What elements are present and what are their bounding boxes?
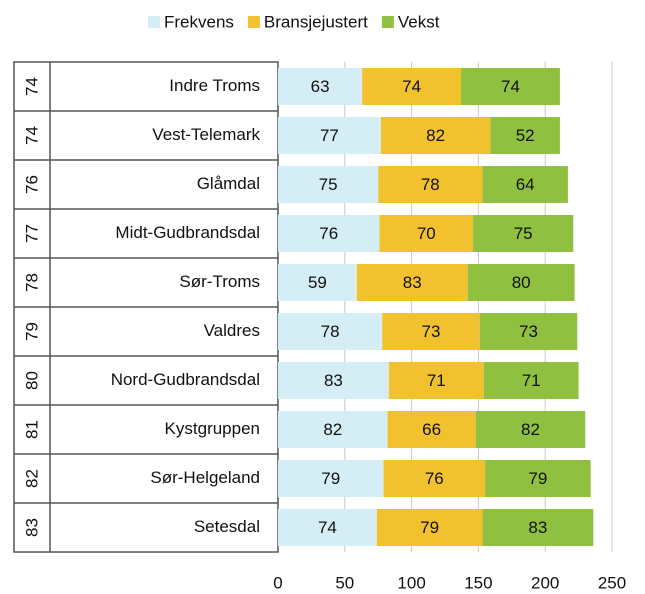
value-label: 83 — [324, 371, 343, 390]
legend-label: Vekst — [398, 12, 440, 31]
rank-label: 78 — [22, 273, 41, 292]
value-label: 77 — [320, 126, 339, 145]
bar-segment — [475, 411, 586, 448]
value-label: 79 — [528, 469, 547, 488]
category-label: Kystgruppen — [165, 419, 260, 438]
category-label: Midt-Gudbrandsdal — [115, 223, 260, 242]
rank-label: 80 — [22, 371, 41, 390]
value-label: 74 — [402, 77, 421, 96]
bar-segment — [278, 68, 363, 105]
rank-label: 82 — [22, 469, 41, 488]
value-label: 78 — [321, 322, 340, 341]
category-label: Setesdal — [194, 517, 260, 536]
value-label: 78 — [421, 175, 440, 194]
bar-segment — [482, 509, 594, 546]
category-label: Glåmdal — [197, 174, 260, 193]
value-label: 75 — [319, 175, 338, 194]
legend-label: Bransjejustert — [264, 12, 368, 31]
rank-label: 74 — [22, 126, 41, 145]
value-label: 74 — [318, 518, 337, 537]
bar-segment — [387, 411, 476, 448]
value-label: 64 — [516, 175, 535, 194]
bar-segment — [278, 264, 357, 301]
value-label: 70 — [417, 224, 436, 243]
value-label: 79 — [420, 518, 439, 537]
legend-swatch — [148, 16, 160, 28]
bar-segment — [278, 460, 384, 497]
bar-segment — [473, 215, 574, 252]
value-label: 75 — [514, 224, 533, 243]
bar-segment — [467, 264, 575, 301]
bar-segment — [383, 460, 486, 497]
value-label: 79 — [321, 469, 340, 488]
x-tick-label: 250 — [598, 573, 626, 592]
value-label: 76 — [319, 224, 338, 243]
bar-segment — [356, 264, 468, 301]
rank-label: 81 — [22, 420, 41, 439]
bar-segment — [278, 362, 389, 399]
value-label: 52 — [516, 126, 535, 145]
rank-label: 74 — [22, 77, 41, 96]
value-label: 73 — [519, 322, 538, 341]
category-label: Sør-Helgeland — [150, 468, 260, 487]
bar-segment — [278, 215, 380, 252]
value-label: 82 — [323, 420, 342, 439]
x-tick-label: 50 — [335, 573, 354, 592]
x-tick-label: 200 — [531, 573, 559, 592]
bar-segment — [278, 166, 379, 203]
legend-swatch — [381, 16, 394, 28]
value-label: 80 — [512, 273, 531, 292]
rank-label: 79 — [22, 322, 41, 341]
value-label: 73 — [422, 322, 441, 341]
rank-label: 76 — [22, 175, 41, 194]
value-label: 66 — [422, 420, 441, 439]
value-label: 76 — [425, 469, 444, 488]
value-label: 71 — [522, 371, 541, 390]
category-label: Valdres — [204, 321, 260, 340]
x-tick-label: 0 — [273, 573, 282, 592]
bar-segment — [362, 68, 462, 105]
legend-label: Frekvens — [164, 12, 234, 31]
bar-segment — [388, 362, 484, 399]
bar-segment — [461, 68, 560, 105]
category-label: Nord-Gudbrandsdal — [111, 370, 260, 389]
value-label: 82 — [521, 420, 540, 439]
rank-label: 83 — [22, 518, 41, 537]
value-label: 74 — [501, 77, 520, 96]
bar-segment — [490, 117, 560, 154]
bar-segment — [382, 313, 480, 350]
bar-segment — [485, 460, 591, 497]
bar-segment — [479, 313, 578, 350]
category-label: Sør-Troms — [179, 272, 260, 291]
value-label: 59 — [308, 273, 327, 292]
bar-segment — [278, 117, 381, 154]
rank-label: 77 — [22, 224, 41, 243]
bar-segment — [376, 509, 483, 546]
x-tick-label: 150 — [464, 573, 492, 592]
bar-segment — [483, 362, 579, 399]
bar-segment — [378, 166, 483, 203]
category-label: Vest-Telemark — [152, 125, 260, 144]
bar-segment — [278, 509, 377, 546]
legend-swatch — [247, 16, 260, 28]
value-label: 63 — [311, 77, 330, 96]
value-label: 71 — [427, 371, 446, 390]
bar-segment — [278, 313, 383, 350]
bar-segment — [380, 117, 491, 154]
category-label: Indre Troms — [169, 76, 260, 95]
value-label: 82 — [426, 126, 445, 145]
bar-segment — [379, 215, 474, 252]
value-label: 83 — [403, 273, 422, 292]
value-label: 83 — [528, 518, 547, 537]
bar-segment — [278, 411, 388, 448]
x-tick-label: 100 — [397, 573, 425, 592]
bar-segment — [482, 166, 568, 203]
